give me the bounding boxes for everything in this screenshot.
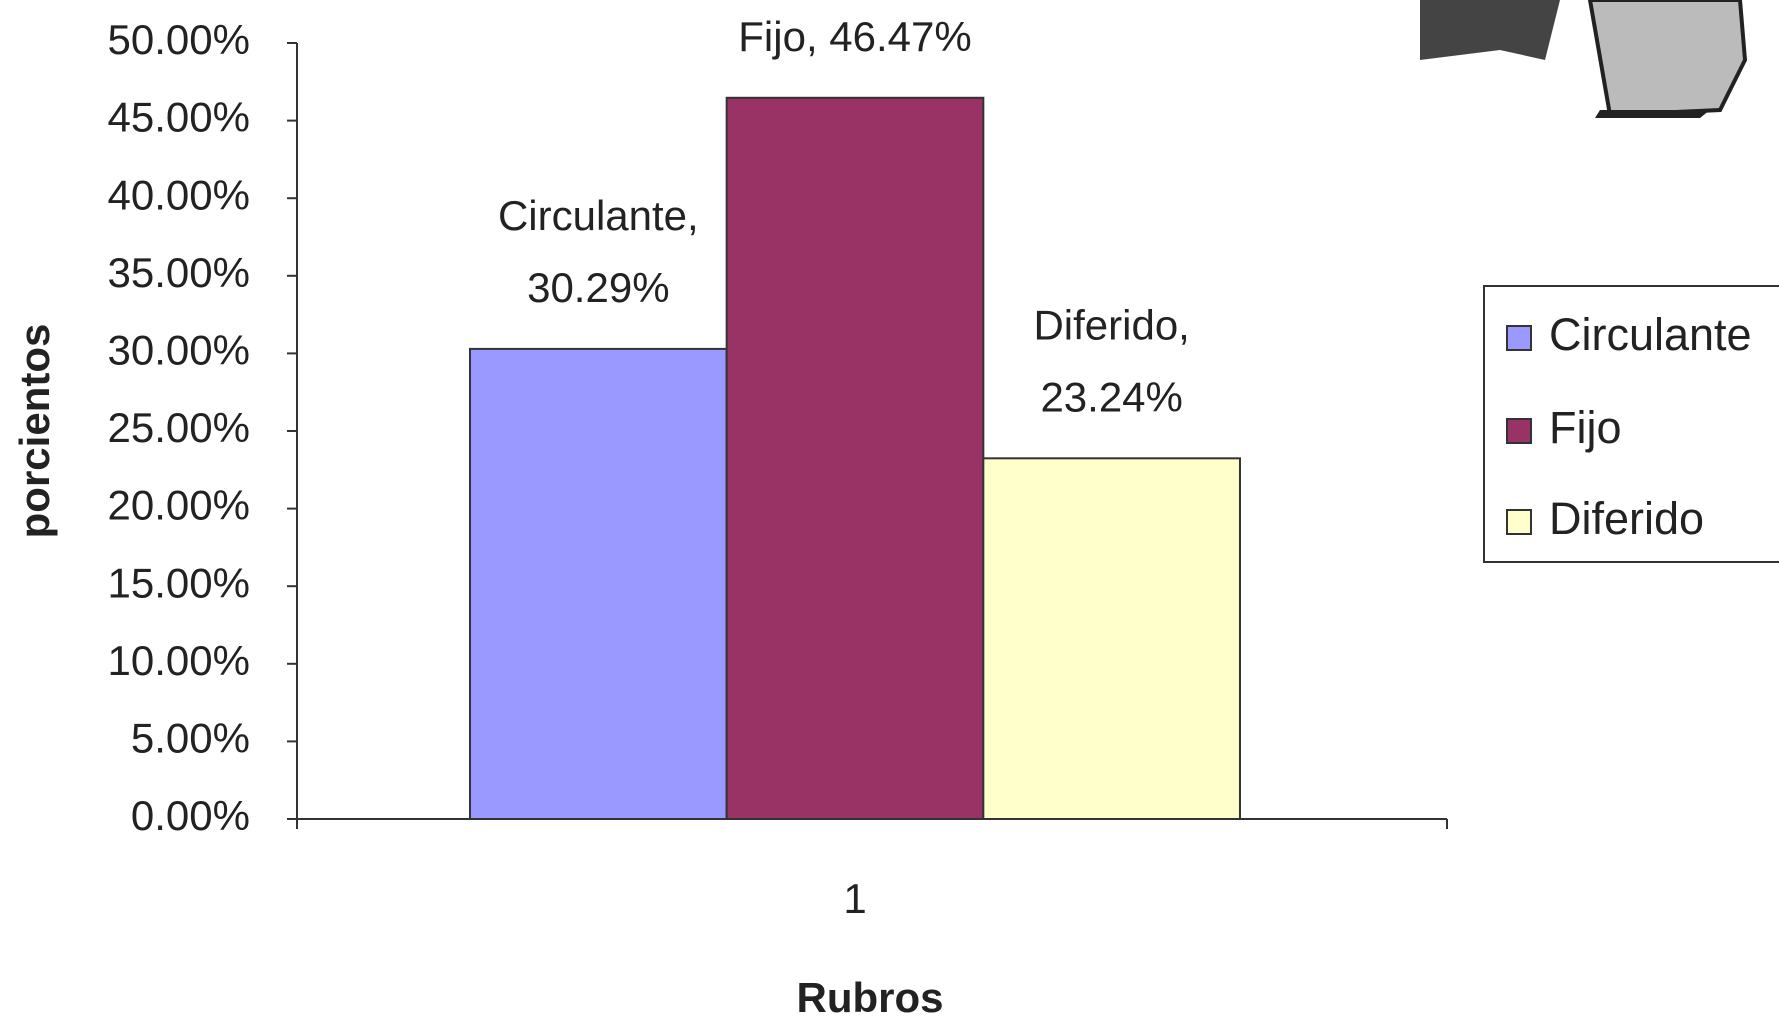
bar (727, 98, 984, 819)
x-tick-label: 1 (843, 875, 866, 922)
data-label-line: 23.24% (1040, 373, 1182, 420)
y-tick-label: 25.00% (108, 404, 250, 451)
data-label-line: Circulante, (498, 192, 699, 239)
page: porcientos Rubros 0.00% 5.00% 10.00% 15.00%… (0, 0, 1779, 1024)
y-tick-label: 35.00% (108, 249, 250, 296)
legend-label: Fijo (1549, 402, 1622, 453)
bar (983, 458, 1240, 819)
data-label-line: Diferido, (1033, 301, 1189, 348)
y-tick-label: 30.00% (108, 326, 250, 373)
legend-swatch (1507, 419, 1531, 443)
y-axis-title: porcientos (11, 324, 58, 539)
data-label: Fijo, 46.47% (738, 13, 971, 60)
y-tick-label: 15.00% (108, 559, 250, 606)
bar (470, 349, 727, 819)
x-axis-title: Rubros (797, 974, 944, 1021)
y-tick-label: 40.00% (108, 171, 250, 218)
clip-art (1420, 0, 1745, 118)
y-tick-label: 5.00% (131, 714, 250, 761)
y-tick-label: 10.00% (108, 637, 250, 684)
data-label: Circulante, 30.29% (498, 192, 699, 311)
y-tick-label: 45.00% (108, 94, 250, 141)
legend-label: Diferido (1549, 493, 1704, 544)
legend-swatch (1507, 510, 1531, 534)
legend-label: Circulante (1549, 309, 1752, 360)
y-tick-label: 0.00% (131, 792, 250, 839)
y-tick-label: 50.00% (108, 16, 250, 63)
data-label-line: 30.29% (527, 264, 669, 311)
y-tick-label: 20.00% (108, 482, 250, 529)
legend-swatch (1507, 326, 1531, 350)
data-label: Diferido, 23.24% (1033, 301, 1189, 420)
chart: porcientos Rubros 0.00% 5.00% 10.00% 15.00%… (0, 0, 1779, 1024)
